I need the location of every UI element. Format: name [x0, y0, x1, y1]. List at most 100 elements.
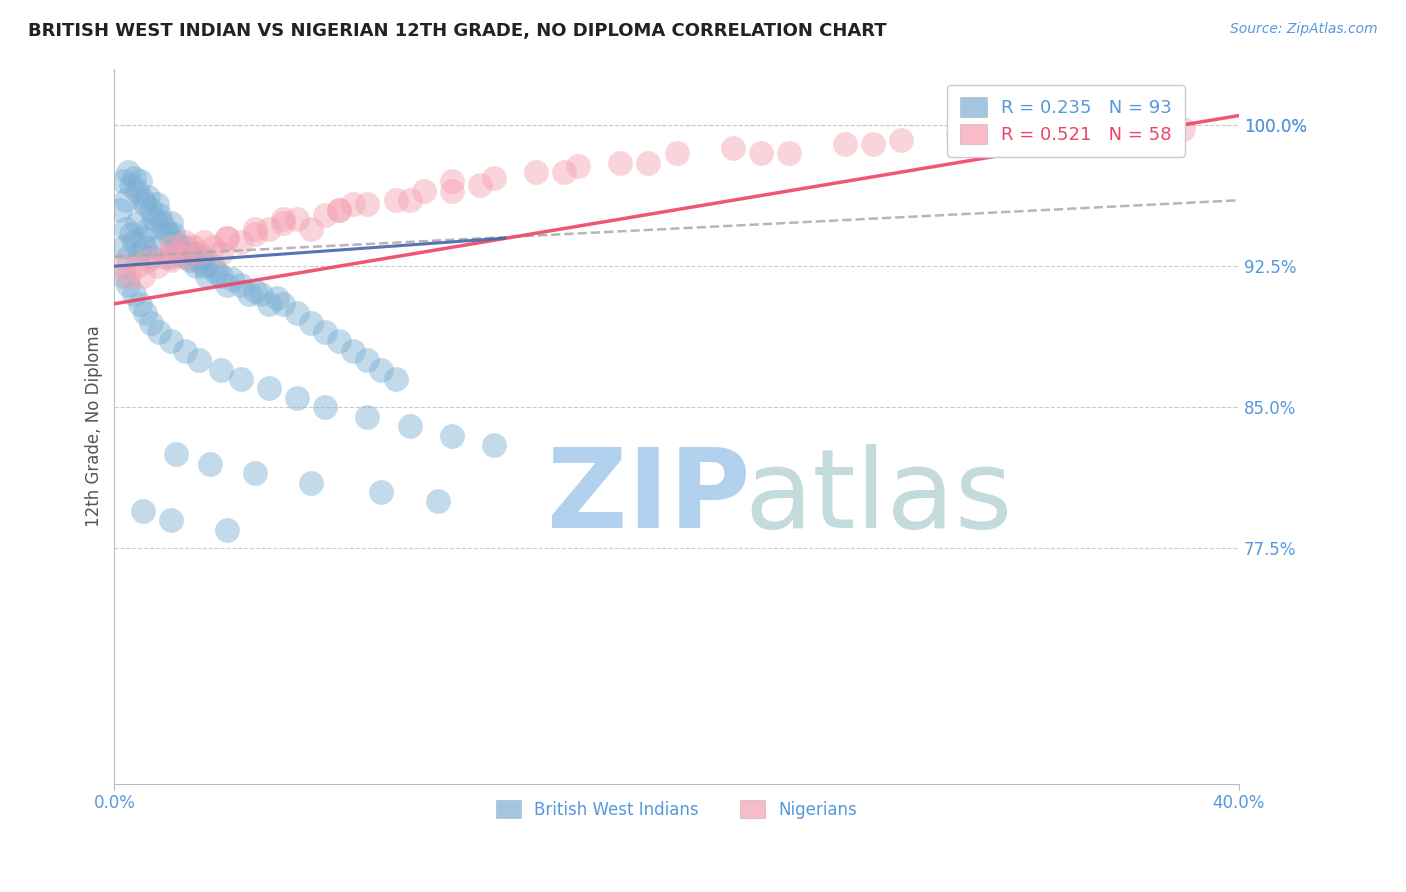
- Point: [1115, 128, 1137, 142]
- Point: [173, 235, 195, 249]
- Point: [134, 306, 156, 320]
- Point: [440, 428, 463, 442]
- Point: [398, 194, 420, 208]
- Point: [193, 259, 215, 273]
- Point: [328, 202, 350, 217]
- Point: [609, 155, 631, 169]
- Point: [201, 240, 224, 254]
- Point: [165, 246, 187, 260]
- Point: [482, 170, 505, 185]
- Point: [209, 362, 232, 376]
- Point: [193, 235, 215, 249]
- Point: [167, 240, 190, 254]
- Point: [243, 221, 266, 235]
- Point: [266, 291, 288, 305]
- Point: [198, 457, 221, 471]
- Point: [749, 146, 772, 161]
- Point: [398, 419, 420, 434]
- Y-axis label: 12th Grade, No Diploma: 12th Grade, No Diploma: [86, 326, 103, 527]
- Point: [229, 372, 252, 386]
- Point: [159, 216, 181, 230]
- Point: [468, 178, 491, 193]
- Point: [243, 284, 266, 298]
- Point: [314, 401, 336, 415]
- Point: [356, 353, 378, 368]
- Point: [257, 221, 280, 235]
- Point: [356, 197, 378, 211]
- Point: [257, 297, 280, 311]
- Point: [131, 268, 153, 283]
- Point: [173, 240, 195, 254]
- Point: [117, 250, 139, 264]
- Legend: British West Indians, Nigerians: British West Indians, Nigerians: [489, 794, 865, 825]
- Point: [165, 235, 187, 249]
- Point: [187, 253, 209, 268]
- Point: [215, 231, 238, 245]
- Point: [190, 250, 212, 264]
- Point: [299, 316, 322, 330]
- Point: [342, 197, 364, 211]
- Point: [111, 259, 134, 273]
- Point: [156, 227, 179, 241]
- Point: [215, 231, 238, 245]
- Point: [721, 140, 744, 154]
- Point: [111, 268, 134, 283]
- Point: [134, 240, 156, 254]
- Point: [150, 216, 173, 230]
- Point: [148, 325, 170, 339]
- Point: [159, 513, 181, 527]
- Point: [136, 189, 159, 203]
- Point: [176, 250, 198, 264]
- Point: [229, 277, 252, 292]
- Point: [567, 160, 589, 174]
- Point: [159, 250, 181, 264]
- Point: [159, 334, 181, 349]
- Point: [120, 178, 142, 193]
- Point: [139, 202, 162, 217]
- Point: [384, 194, 406, 208]
- Point: [148, 208, 170, 222]
- Point: [131, 194, 153, 208]
- Point: [356, 409, 378, 424]
- Point: [238, 287, 260, 301]
- Point: [159, 253, 181, 268]
- Point: [139, 250, 162, 264]
- Point: [128, 246, 150, 260]
- Point: [187, 246, 209, 260]
- Point: [271, 212, 294, 227]
- Point: [249, 287, 271, 301]
- Point: [153, 250, 176, 264]
- Point: [890, 133, 912, 147]
- Point: [285, 306, 308, 320]
- Point: [111, 240, 134, 254]
- Point: [209, 246, 232, 260]
- Point: [145, 259, 167, 273]
- Point: [159, 240, 181, 254]
- Point: [111, 174, 134, 188]
- Point: [834, 136, 856, 151]
- Point: [122, 287, 145, 301]
- Point: [314, 325, 336, 339]
- Point: [328, 334, 350, 349]
- Point: [128, 297, 150, 311]
- Point: [117, 277, 139, 292]
- Point: [209, 268, 232, 283]
- Point: [862, 136, 884, 151]
- Point: [125, 216, 148, 230]
- Point: [1059, 121, 1081, 136]
- Point: [108, 202, 131, 217]
- Point: [524, 165, 547, 179]
- Point: [370, 485, 392, 500]
- Point: [328, 202, 350, 217]
- Text: atlas: atlas: [744, 444, 1012, 551]
- Point: [136, 253, 159, 268]
- Point: [299, 475, 322, 490]
- Text: Source: ZipAtlas.com: Source: ZipAtlas.com: [1230, 22, 1378, 37]
- Point: [637, 155, 659, 169]
- Point: [946, 128, 969, 142]
- Point: [1171, 121, 1194, 136]
- Point: [1087, 128, 1109, 142]
- Point: [426, 494, 449, 508]
- Point: [440, 174, 463, 188]
- Point: [778, 146, 800, 161]
